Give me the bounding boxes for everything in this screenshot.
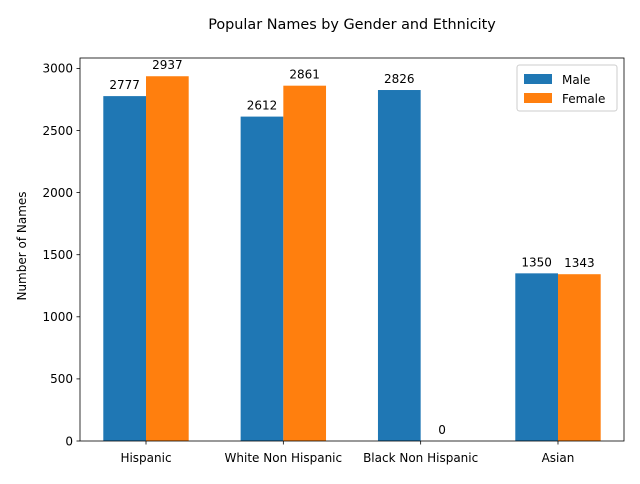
x-tick-label-white-non-hispanic: White Non Hispanic: [225, 451, 343, 465]
y-tick-label: 3000: [42, 62, 73, 76]
legend: Male Female: [516, 64, 618, 112]
legend-label-male: Male: [562, 73, 590, 87]
value-label-male-white-non-hispanic: 2612: [247, 99, 278, 113]
x-tick-label-asian: Asian: [542, 451, 575, 465]
bar-female-hispanic: [146, 76, 189, 442]
y-tick-label: 1500: [42, 248, 73, 262]
y-axis: 0 500 1000 1500 2000 2500 3000: [42, 62, 80, 448]
legend-swatch-male: [524, 74, 552, 84]
bar-male-hispanic: [103, 96, 146, 442]
x-axis: Hispanic White Non Hispanic Black Non Hisp…: [120, 441, 574, 465]
value-labels-layer: 2777 2612 2826 1350 2937 2861 0 1343: [109, 58, 594, 437]
value-label-female-asian: 1343: [564, 256, 595, 270]
y-tick-label: 1000: [42, 310, 73, 324]
value-label-male-black-non-hispanic: 2826: [384, 72, 415, 86]
value-label-male-asian: 1350: [521, 255, 552, 269]
bar-female-asian: [557, 274, 601, 441]
y-tick-label: 0: [65, 434, 73, 448]
value-label-male-hispanic: 2777: [109, 78, 140, 92]
plot-frame: [79, 57, 625, 442]
legend-label-female: Female: [562, 92, 605, 106]
bars-layer: [103, 76, 601, 442]
bar-male-white-non-hispanic: [240, 116, 284, 441]
bar-male-asian: [515, 273, 558, 441]
x-tick-label-black-non-hispanic: Black Non Hispanic: [363, 451, 478, 465]
bar-female-white-non-hispanic: [283, 85, 327, 442]
bar-male-black-non-hispanic: [377, 90, 421, 442]
value-label-female-hispanic: 2937: [152, 58, 183, 72]
chart-title: Popular Names by Gender and Ethnicity: [208, 17, 496, 33]
legend-swatch-female: [524, 93, 552, 103]
y-axis-label: Number of Names: [15, 191, 29, 300]
value-label-female-black-non-hispanic: 0: [438, 423, 446, 437]
x-tick-label-hispanic: Hispanic: [120, 451, 171, 465]
y-tick-label: 2000: [42, 186, 73, 200]
value-label-female-white-non-hispanic: 2861: [289, 68, 320, 82]
y-tick-label: 500: [50, 372, 73, 386]
y-tick-label: 2500: [42, 124, 73, 138]
